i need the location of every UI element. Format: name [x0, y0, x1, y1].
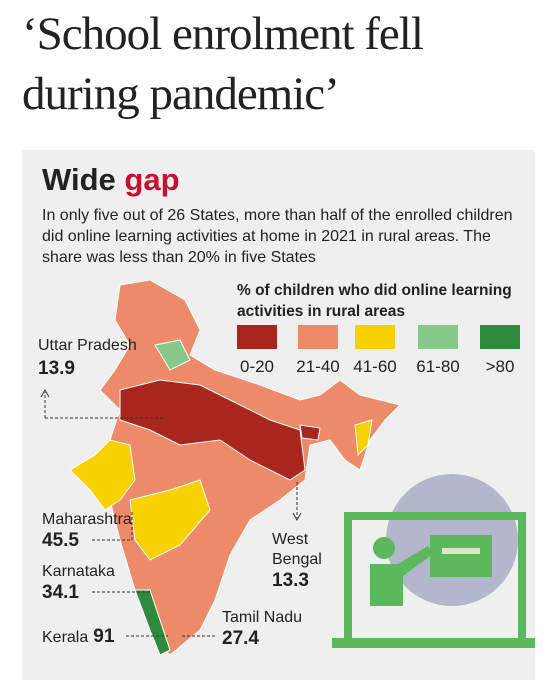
callout-value: 27.4 [222, 628, 259, 649]
callout: Kerala 91 [42, 626, 115, 647]
india-map [40, 279, 401, 656]
legend-swatch [418, 325, 458, 349]
region [129, 479, 211, 561]
callout-value: 91 [93, 626, 115, 647]
legend-label: 21-40 [296, 357, 339, 376]
icon-head [373, 537, 395, 559]
region [154, 339, 191, 371]
legend-swatch [480, 325, 520, 349]
callout-name: Uttar Pradesh [38, 337, 137, 354]
legend-swatch [355, 325, 395, 349]
legend-label: 0-20 [240, 357, 274, 376]
arrow [92, 512, 133, 541]
callout-name: Maharashtra [42, 511, 132, 528]
region [134, 589, 171, 656]
map: 0-20 21-40 41-60 61-80 >80 Uttar Pradesh 13.9 M… [38, 279, 535, 656]
arrow-head [40, 388, 50, 398]
callout-name: Kerala [42, 629, 88, 646]
icon-person [370, 546, 433, 606]
legend-label: 41-60 [353, 357, 396, 376]
title-first: Wide [42, 162, 116, 197]
callout-name: West Bengal [272, 531, 322, 568]
legend-swatch [298, 325, 338, 349]
icon-base [332, 638, 535, 648]
callout-name-line: West [272, 531, 309, 548]
callout-name: Tamil Nadu [222, 609, 302, 626]
region [354, 419, 373, 457]
region [299, 424, 321, 441]
headline: ‘School enrolment fell during pandemic’ [22, 8, 424, 120]
callout-name: Karnataka [42, 563, 115, 580]
description: In only five out of 26 States, more than… [42, 207, 513, 266]
callout-value: 13.9 [38, 358, 75, 379]
region [119, 379, 306, 481]
icon-board [430, 535, 492, 577]
panel: 0-20 21-40 41-60 61-80 >80 Uttar Pradesh 13.9 M… [22, 150, 535, 680]
arrow [44, 392, 165, 419]
legend-label: 61-80 [416, 357, 459, 376]
callout-value: 34.1 [42, 582, 79, 603]
icon-board-line [442, 548, 480, 554]
legend-swatch [237, 325, 277, 349]
region [69, 439, 136, 511]
title-second: gap [124, 162, 180, 197]
legend-title: % of children who did online learning ac… [237, 282, 512, 320]
callout-value: 13.3 [272, 570, 309, 591]
legend-label: >80 [486, 357, 515, 376]
callout-value: 45.5 [42, 530, 79, 551]
title: Wide gap [42, 162, 180, 198]
callout-name-line: Bengal [272, 551, 322, 568]
arrow-head [292, 512, 302, 522]
